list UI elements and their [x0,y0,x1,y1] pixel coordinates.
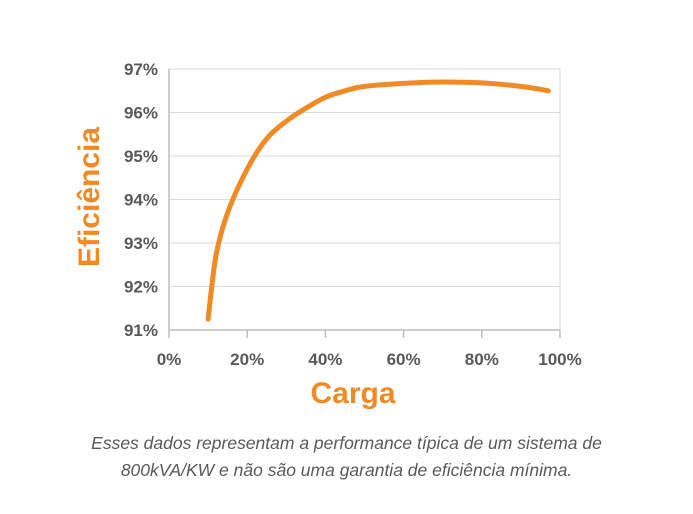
chart-caption: Esses dados representam a performance tí… [30,430,663,484]
y-tick-label: 94% [124,191,158,210]
x-tick-label: 20% [230,350,264,369]
x-tick-label: 0% [157,350,182,369]
y-tick-label: 97% [124,60,158,79]
x-tick-labels: 0% 20% 40% 60% 80% 100% [157,350,582,369]
y-tick-label: 91% [124,321,158,340]
efficiency-line [205,79,551,322]
x-axis-title: Carga [310,377,395,410]
y-tick-label: 95% [124,147,158,166]
y-tick-labels: 91% 92% 93% 94% 95% 96% 97% [124,60,158,340]
x-tick-label: 100% [538,350,581,369]
y-tick-label: 93% [124,234,158,253]
x-tick-label: 80% [465,350,499,369]
caption-line-1: Esses dados representam a performance tí… [91,433,602,453]
y-tick-label: 92% [124,278,158,297]
caption-line-2: 800kVA/KW e não são uma garantia de efic… [120,460,573,480]
x-tick-label: 60% [387,350,421,369]
y-tick-label: 96% [124,104,158,123]
x-tick-label: 40% [308,350,342,369]
series-group [205,79,551,322]
gridlines [168,68,561,338]
y-axis-title: Eficiência [73,127,106,267]
